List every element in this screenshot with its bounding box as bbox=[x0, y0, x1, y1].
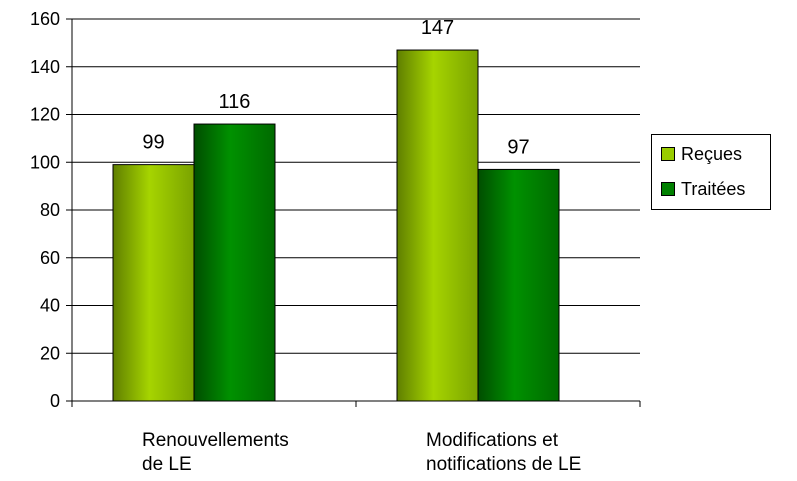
bar-recues-0 bbox=[112, 164, 195, 402]
legend-item-recues: Reçues bbox=[661, 143, 742, 165]
y-tick-label-100: 100 bbox=[30, 152, 60, 172]
y-tick-label-40: 40 bbox=[40, 296, 60, 316]
y-tick-label-80: 80 bbox=[40, 200, 60, 220]
legend-swatch-traitees bbox=[661, 182, 675, 196]
legend-label-recues: Reçues bbox=[681, 143, 743, 164]
data-label-recues-1: 147 bbox=[421, 17, 454, 39]
y-tick-label-20: 20 bbox=[40, 343, 60, 363]
x-category-label-0-line-0: Renouvellements bbox=[142, 430, 289, 451]
data-labels: 99 116 147 97 bbox=[142, 17, 529, 158]
y-tick-label-60: 60 bbox=[40, 248, 60, 268]
y-tick-label-0: 0 bbox=[50, 391, 60, 411]
x-axis-categories: Renouvellements de LE Modifications et noti… bbox=[142, 430, 581, 475]
x-category-label-1-line-1: notifications de LE bbox=[426, 454, 581, 475]
y-tick-label-140: 140 bbox=[30, 57, 60, 77]
data-label-recues-0: 99 bbox=[142, 132, 164, 154]
bars bbox=[112, 49, 560, 402]
legend-swatch-recues bbox=[661, 147, 675, 161]
legend-label-traitees: Traitées bbox=[681, 178, 746, 199]
x-category-label-0-line-1: de LE bbox=[142, 454, 192, 475]
bar-traitees-1 bbox=[477, 168, 560, 402]
bar-recues-1 bbox=[396, 49, 479, 402]
x-category-label-1-line-0: Modifications et bbox=[426, 430, 559, 451]
data-label-traitees-1: 97 bbox=[507, 136, 529, 158]
y-tick-label-160: 160 bbox=[30, 9, 60, 29]
bar-traitees-0 bbox=[193, 123, 276, 402]
legend: Reçues Traitées bbox=[651, 134, 771, 210]
y-tick-label-120: 120 bbox=[30, 105, 60, 125]
data-label-traitees-0: 116 bbox=[219, 91, 251, 113]
legend-item-traitees: Traitées bbox=[661, 178, 745, 200]
